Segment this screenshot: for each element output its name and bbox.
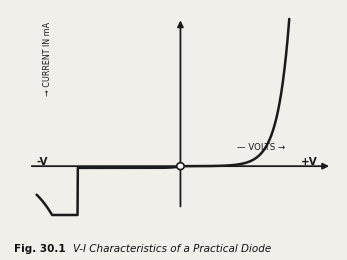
Text: -V: -V: [37, 157, 48, 167]
Text: V-I Characteristics of a Practical Diode: V-I Characteristics of a Practical Diode: [73, 244, 271, 253]
Text: — VOLTS →: — VOLTS →: [237, 143, 285, 152]
Text: → CURRENT IN mA: → CURRENT IN mA: [43, 22, 52, 96]
Text: Fig. 30.1: Fig. 30.1: [14, 244, 66, 253]
Text: +V: +V: [301, 157, 318, 167]
Circle shape: [177, 163, 184, 170]
